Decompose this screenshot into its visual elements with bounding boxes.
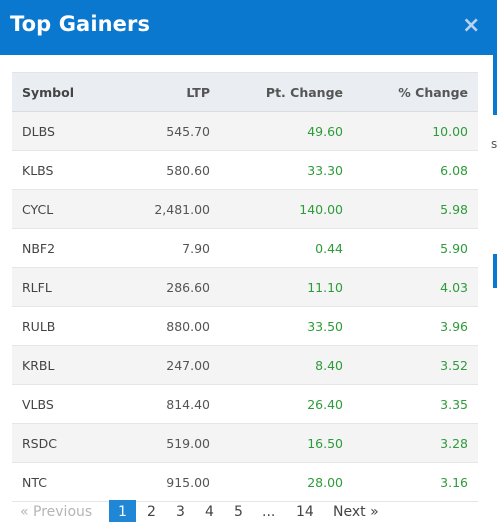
- table-row[interactable]: DLBS 545.70 49.60 10.00: [12, 111, 478, 151]
- close-icon[interactable]: ×: [462, 13, 481, 38]
- pagination-page-3[interactable]: 3: [176, 504, 185, 520]
- pagination-ellipsis: ...: [262, 504, 276, 520]
- table-row[interactable]: KLBS 580.60 33.30 6.08: [12, 150, 478, 190]
- table-row[interactable]: KRBL 247.00 8.40 3.52: [12, 345, 478, 385]
- background-text-fragment: s: [491, 137, 497, 151]
- cell-symbol[interactable]: NTC: [12, 462, 115, 502]
- column-header-ltp[interactable]: LTP: [115, 72, 220, 112]
- cell-pt-change: 49.60: [220, 111, 353, 151]
- cell-symbol[interactable]: VLBS: [12, 384, 115, 424]
- cell-symbol[interactable]: DLBS: [12, 111, 115, 151]
- pagination-previous[interactable]: « Previous: [20, 504, 93, 520]
- cell-symbol[interactable]: KLBS: [12, 150, 115, 190]
- pagination: « Previous 1 2 3 4 5 ... 14 Next »: [0, 500, 497, 524]
- cell-symbol[interactable]: RULB: [12, 306, 115, 346]
- table-row[interactable]: VLBS 814.40 26.40 3.35: [12, 384, 478, 424]
- cell-ltp: 247.00: [115, 345, 220, 385]
- cell-pt-change: 33.50: [220, 306, 353, 346]
- cell-pct-change: 3.35: [353, 384, 478, 424]
- cell-pt-change: 28.00: [220, 462, 353, 502]
- cell-pct-change: 3.96: [353, 306, 478, 346]
- modal-header: Top Gainers ×: [0, 0, 497, 55]
- cell-pct-change: 3.28: [353, 423, 478, 463]
- table-row[interactable]: NBF2 7.90 0.44 5.90: [12, 228, 478, 268]
- background-strip: [493, 254, 497, 288]
- cell-symbol[interactable]: RSDC: [12, 423, 115, 463]
- pagination-page-4[interactable]: 4: [205, 504, 214, 520]
- pagination-next[interactable]: Next »: [333, 504, 379, 520]
- cell-pt-change: 33.30: [220, 150, 353, 190]
- modal-title: Top Gainers: [10, 12, 151, 36]
- cell-ltp: 7.90: [115, 228, 220, 268]
- pagination-page-2[interactable]: 2: [147, 504, 156, 520]
- cell-pct-change: 4.03: [353, 267, 478, 307]
- cell-pt-change: 26.40: [220, 384, 353, 424]
- cell-pct-change: 5.98: [353, 189, 478, 229]
- cell-pct-change: 5.90: [353, 228, 478, 268]
- cell-ltp: 519.00: [115, 423, 220, 463]
- pagination-page-5[interactable]: 5: [234, 504, 243, 520]
- cell-ltp: 880.00: [115, 306, 220, 346]
- cell-ltp: 545.70: [115, 111, 220, 151]
- cell-pt-change: 0.44: [220, 228, 353, 268]
- cell-symbol[interactable]: KRBL: [12, 345, 115, 385]
- cell-pct-change: 3.52: [353, 345, 478, 385]
- table-row[interactable]: RLFL 286.60 11.10 4.03: [12, 267, 478, 307]
- table-row[interactable]: RSDC 519.00 16.50 3.28: [12, 423, 478, 463]
- table-row[interactable]: NTC 915.00 28.00 3.16: [12, 462, 478, 502]
- cell-ltp: 814.40: [115, 384, 220, 424]
- cell-ltp: 580.60: [115, 150, 220, 190]
- table-row[interactable]: RULB 880.00 33.50 3.96: [12, 306, 478, 346]
- cell-symbol[interactable]: NBF2: [12, 228, 115, 268]
- cell-symbol[interactable]: CYCL: [12, 189, 115, 229]
- gainers-table: Symbol LTP Pt. Change % Change DLBS 545.7…: [12, 72, 478, 502]
- cell-pct-change: 3.16: [353, 462, 478, 502]
- column-header-symbol[interactable]: Symbol: [12, 72, 115, 112]
- cell-pt-change: 140.00: [220, 189, 353, 229]
- cell-ltp: 915.00: [115, 462, 220, 502]
- column-header-pct-change[interactable]: % Change: [353, 72, 478, 112]
- cell-ltp: 2,481.00: [115, 189, 220, 229]
- cell-ltp: 286.60: [115, 267, 220, 307]
- background-strip: [493, 55, 497, 115]
- cell-pt-change: 16.50: [220, 423, 353, 463]
- table-row[interactable]: CYCL 2,481.00 140.00 5.98: [12, 189, 478, 229]
- column-header-pt-change[interactable]: Pt. Change: [220, 72, 353, 112]
- pagination-page-1[interactable]: 1: [109, 500, 136, 522]
- cell-pct-change: 6.08: [353, 150, 478, 190]
- cell-pct-change: 10.00: [353, 111, 478, 151]
- table-header-row: Symbol LTP Pt. Change % Change: [12, 72, 478, 112]
- cell-symbol[interactable]: RLFL: [12, 267, 115, 307]
- pagination-page-14[interactable]: 14: [296, 504, 314, 520]
- cell-pt-change: 11.10: [220, 267, 353, 307]
- cell-pt-change: 8.40: [220, 345, 353, 385]
